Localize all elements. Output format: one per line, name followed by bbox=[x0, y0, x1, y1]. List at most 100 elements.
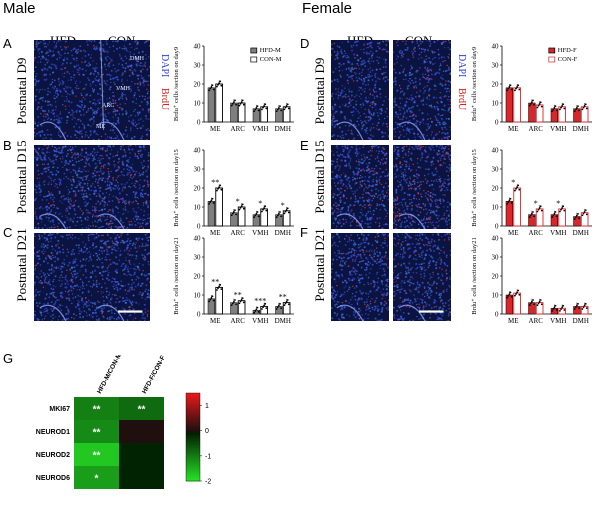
data-point bbox=[517, 290, 519, 292]
significance-mark: * bbox=[236, 197, 240, 206]
legend-swatch bbox=[549, 57, 555, 62]
bar-con bbox=[216, 188, 223, 226]
data-point bbox=[232, 103, 234, 105]
region-label-arc: ARC bbox=[102, 103, 114, 109]
bar-con bbox=[216, 287, 223, 314]
data-point bbox=[265, 210, 267, 212]
x-tick-label: ARC bbox=[529, 125, 544, 133]
x-tick-label: VMH bbox=[550, 125, 566, 133]
data-point bbox=[556, 309, 558, 311]
panel-letter-d: D bbox=[300, 36, 309, 51]
x-tick-label: ARC bbox=[231, 317, 246, 325]
data-point bbox=[219, 185, 221, 187]
data-point bbox=[541, 106, 543, 108]
data-point bbox=[515, 88, 517, 90]
data-point bbox=[231, 214, 233, 216]
data-point bbox=[277, 215, 279, 217]
heatmap-col-label: HFD-M/CON-M bbox=[96, 355, 123, 395]
colorbar-tick-label: -1 bbox=[205, 453, 211, 460]
data-point bbox=[212, 198, 214, 200]
female-d21-con-micrograph bbox=[393, 233, 451, 321]
data-point bbox=[284, 304, 286, 306]
y-tick-label: 30 bbox=[492, 61, 500, 69]
data-point bbox=[552, 308, 554, 310]
data-point bbox=[242, 204, 244, 206]
data-point bbox=[538, 105, 540, 107]
data-point bbox=[280, 307, 282, 309]
female-d9-con-micrograph bbox=[393, 40, 451, 140]
heatmap-significance: * bbox=[95, 474, 99, 485]
data-point bbox=[563, 108, 565, 110]
data-point bbox=[537, 304, 539, 306]
data-point bbox=[257, 211, 259, 213]
data-point bbox=[577, 105, 579, 107]
data-point bbox=[507, 88, 509, 90]
data-point bbox=[586, 307, 588, 309]
data-point bbox=[514, 190, 516, 192]
colorbar-tick-label: 1 bbox=[205, 403, 209, 410]
data-point bbox=[517, 185, 519, 187]
data-point bbox=[276, 308, 278, 310]
significance-mark: * bbox=[534, 199, 538, 208]
heatmap-significance: ** bbox=[93, 451, 101, 462]
data-point bbox=[541, 303, 543, 305]
data-point bbox=[209, 88, 211, 90]
data-point bbox=[511, 89, 513, 91]
data-point bbox=[511, 296, 513, 298]
data-point bbox=[533, 104, 535, 106]
data-point bbox=[265, 108, 267, 110]
data-point bbox=[208, 203, 210, 205]
y-tick-label: 20 bbox=[194, 184, 202, 192]
data-point bbox=[533, 303, 535, 305]
data-point bbox=[240, 301, 242, 303]
data-point bbox=[213, 202, 215, 204]
male-d21-hfd-micrograph bbox=[34, 233, 92, 321]
data-point bbox=[213, 300, 215, 302]
male-d9-hfd-micrograph bbox=[34, 40, 92, 140]
data-point bbox=[507, 201, 509, 203]
brdu-label-female: BrdU bbox=[456, 88, 467, 110]
y-axis-label: Brdu⁺ cells /section on day15 bbox=[471, 149, 478, 226]
data-point bbox=[235, 104, 237, 106]
data-point bbox=[552, 215, 554, 217]
data-point bbox=[254, 215, 256, 217]
data-point bbox=[239, 302, 241, 304]
y-tick-label: 0 bbox=[495, 118, 499, 126]
heatmap-cell bbox=[119, 466, 164, 489]
panel-letter-f: F bbox=[300, 225, 308, 240]
data-point bbox=[511, 202, 513, 204]
data-point bbox=[506, 297, 508, 299]
data-point bbox=[220, 85, 222, 87]
data-point bbox=[239, 209, 241, 211]
data-point bbox=[506, 89, 508, 91]
data-point bbox=[217, 188, 219, 190]
y-tick-label: 40 bbox=[194, 234, 202, 242]
data-point bbox=[575, 109, 577, 111]
y-tick-label: 30 bbox=[194, 253, 202, 261]
data-point bbox=[288, 303, 290, 305]
data-point bbox=[555, 305, 557, 307]
x-tick-label: ARC bbox=[529, 317, 544, 325]
legend-swatch bbox=[549, 48, 555, 53]
data-point bbox=[514, 295, 516, 297]
data-point bbox=[279, 105, 281, 107]
data-point bbox=[253, 216, 255, 218]
legend-label: HFD-M bbox=[260, 47, 281, 54]
male-d15-hfd-micrograph bbox=[34, 145, 92, 229]
female-row-d21: Postnatal D21 bbox=[312, 225, 328, 305]
y-tick-label: 40 bbox=[194, 42, 202, 50]
panel-letter-b: B bbox=[3, 138, 12, 153]
data-point bbox=[208, 89, 210, 91]
data-point bbox=[551, 110, 553, 112]
data-point bbox=[288, 212, 290, 214]
bar-con bbox=[216, 84, 223, 122]
y-tick-label: 40 bbox=[492, 234, 500, 242]
data-point bbox=[208, 300, 210, 302]
y-tick-label: 40 bbox=[194, 146, 202, 154]
data-point bbox=[552, 109, 554, 111]
data-point bbox=[507, 295, 509, 297]
data-point bbox=[276, 110, 278, 112]
data-point bbox=[541, 210, 543, 212]
data-point bbox=[265, 307, 267, 309]
